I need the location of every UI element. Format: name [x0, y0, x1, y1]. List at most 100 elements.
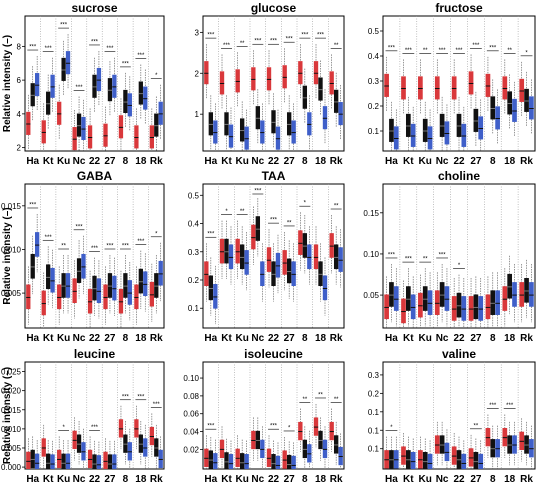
box-red [329, 233, 334, 258]
x-category-label: Kt [221, 156, 232, 167]
box-red [149, 281, 154, 307]
x-category-label: Ku [57, 156, 70, 167]
x-category-label: 27 [284, 333, 296, 344]
significance-stars: ** [318, 392, 323, 398]
box-black [154, 273, 159, 298]
x-category-label: 8 [302, 474, 308, 485]
box-black [456, 292, 462, 318]
chart-title: valine [442, 347, 476, 361]
box-red [298, 61, 303, 85]
box-blue [96, 455, 102, 469]
significance-stars: *** [137, 53, 145, 59]
box-black [46, 264, 51, 290]
box-blue [158, 101, 163, 125]
box-red [418, 292, 423, 318]
x-category-label: Nc [436, 156, 449, 167]
significance-stars: * [458, 263, 461, 269]
y-tick-label: 0.1 [368, 445, 380, 454]
box-blue [338, 247, 343, 272]
box-red [282, 250, 287, 275]
box-blue [291, 261, 296, 287]
box-black [239, 453, 245, 469]
y-tick-label: 2 [195, 69, 200, 78]
box-red [251, 67, 256, 91]
significance-stars: *** [270, 39, 278, 45]
significance-stars: *** [60, 23, 68, 29]
significance-stars: *** [254, 39, 262, 45]
x-category-label: 8 [490, 333, 496, 344]
x-category-label: Rk [330, 333, 343, 344]
box-red [401, 76, 406, 100]
box-black [286, 258, 292, 284]
box-blue [127, 93, 132, 117]
box-red [72, 278, 77, 304]
y-tick-label: 0.2 [368, 389, 380, 398]
box-blue [410, 451, 416, 469]
x-category-label: Nc [73, 333, 86, 344]
box-blue [65, 453, 71, 469]
significance-stars: *** [405, 48, 413, 54]
box-red [235, 238, 240, 264]
box-red [26, 111, 31, 135]
box-blue [461, 453, 467, 469]
significance-stars: ** [334, 43, 339, 49]
significance-stars: *** [137, 239, 145, 245]
significance-stars: *** [91, 246, 99, 252]
x-category-label: 27 [470, 474, 482, 485]
box-black [208, 112, 214, 136]
box-red [282, 65, 287, 89]
box-blue [112, 454, 117, 469]
x-category-label: Ha [204, 333, 217, 344]
box-black [271, 454, 276, 469]
box-red [204, 61, 209, 85]
significance-stars: ** [423, 257, 428, 263]
significance-stars: ** [334, 204, 339, 210]
box-blue [260, 261, 265, 287]
box-black [224, 452, 229, 469]
x-category-label: 27 [284, 156, 296, 167]
box-red [118, 115, 124, 139]
x-category-label: 22 [453, 333, 465, 344]
box-red [251, 224, 256, 250]
x-category-label: 27 [470, 156, 482, 167]
x-category-label: 8 [123, 156, 129, 167]
significance-stars: *** [106, 46, 114, 52]
box-black [389, 282, 394, 307]
box-black [524, 88, 529, 112]
x-category-label: 18 [135, 156, 147, 167]
x-category-label: Kt [403, 474, 414, 485]
y-tick-label: 0.10 [183, 374, 199, 383]
x-category-label: Nc [251, 474, 264, 485]
y-tick-label: 0.005 [1, 289, 22, 298]
chart-title: isoleucine [244, 347, 303, 361]
box-blue [35, 232, 40, 257]
box-black [422, 118, 428, 142]
box-blue [444, 286, 450, 311]
box-blue [50, 267, 55, 293]
box-blue [244, 454, 249, 469]
x-category-label: Nc [251, 333, 264, 344]
box-black [439, 113, 445, 137]
x-category-label: Ha [26, 333, 39, 344]
y-tick-label: 0.4 [368, 52, 380, 61]
box-black [224, 112, 229, 136]
box-blue [50, 454, 55, 469]
x-category-label: Ha [204, 156, 217, 167]
significance-stars: ** [474, 423, 479, 429]
box-blue [275, 455, 281, 469]
box-black [107, 273, 113, 298]
box-black [92, 74, 97, 98]
box-black [224, 238, 229, 264]
x-category-label: Kt [403, 156, 414, 167]
box-black [286, 112, 292, 136]
y-tick-label: 0.05 [363, 291, 379, 300]
box-black [286, 454, 292, 469]
y-tick-label: 0.1 [368, 127, 380, 136]
significance-stars: * [62, 425, 65, 431]
box-black [439, 282, 445, 307]
x-category-label: Ku [57, 333, 70, 344]
box-black [456, 113, 462, 137]
plot-frame [24, 183, 165, 329]
x-category-label: Rk [150, 156, 163, 167]
significance-stars: ** [423, 48, 428, 54]
